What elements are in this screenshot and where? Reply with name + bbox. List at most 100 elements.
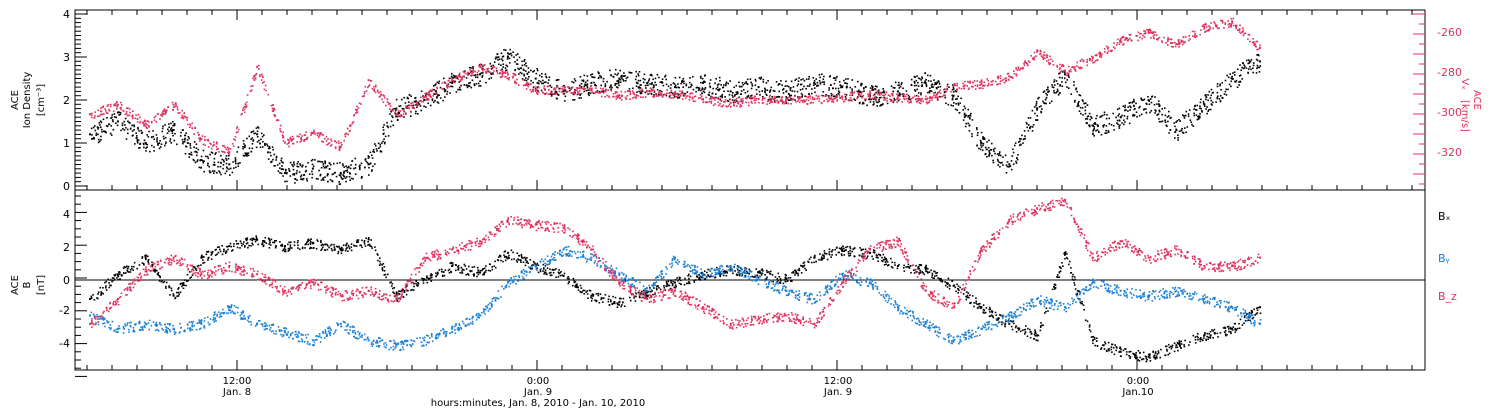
velocity-point — [225, 148, 228, 151]
velocity-point — [1256, 48, 1258, 51]
bx-point — [869, 251, 871, 254]
velocity-point — [296, 141, 298, 143]
velocity-point — [1027, 60, 1030, 62]
density-point — [350, 164, 352, 166]
density-point — [182, 129, 184, 131]
velocity-point — [310, 132, 313, 135]
density-point — [610, 84, 612, 86]
density-point — [219, 165, 222, 168]
density-point — [1195, 109, 1198, 111]
density-point — [403, 96, 405, 99]
density-point — [110, 134, 113, 136]
bx-point — [169, 294, 171, 296]
bx-point — [129, 268, 132, 271]
density-point — [952, 86, 955, 89]
density-point — [555, 91, 558, 93]
density-point — [1136, 116, 1138, 118]
density-point — [262, 140, 264, 143]
bx-point — [368, 243, 371, 246]
velocity-point — [144, 120, 147, 122]
velocity-point — [650, 88, 653, 91]
velocity-point — [349, 129, 351, 132]
density-point — [1150, 110, 1153, 112]
density-point — [136, 140, 139, 143]
velocity-point — [952, 84, 955, 87]
bx-point — [461, 270, 463, 272]
bx-point — [431, 274, 433, 276]
density-point — [957, 102, 959, 105]
density-point — [293, 173, 296, 175]
bx-point — [144, 256, 147, 259]
density-point — [375, 148, 378, 150]
velocity-point — [624, 91, 627, 93]
density-point — [1092, 133, 1094, 135]
density-point — [630, 72, 633, 74]
density-point — [683, 80, 685, 83]
density-point — [475, 76, 477, 78]
density-point — [234, 158, 237, 161]
density-point — [797, 80, 800, 82]
velocity-point — [1059, 63, 1061, 66]
density-point — [1064, 77, 1066, 80]
density-point — [1123, 123, 1125, 126]
velocity-point — [616, 91, 618, 94]
bx-point — [141, 262, 144, 264]
bx-point — [236, 246, 239, 249]
density-point — [1248, 60, 1251, 63]
density-point — [600, 76, 603, 79]
density-point — [1133, 105, 1135, 108]
density-point — [259, 146, 262, 149]
density-point — [444, 89, 447, 91]
velocity-point — [747, 101, 750, 104]
velocity-point — [375, 84, 377, 87]
velocity-point — [926, 98, 928, 101]
density-point — [342, 174, 344, 176]
bx-point — [377, 254, 379, 256]
density-point — [504, 49, 507, 51]
density-point — [354, 173, 357, 175]
velocity-point — [579, 86, 581, 88]
velocity-point — [742, 100, 744, 102]
velocity-point — [1048, 62, 1050, 64]
density-point — [359, 168, 361, 171]
velocity-point — [245, 104, 247, 106]
density-point — [745, 81, 747, 83]
bx-point — [443, 274, 446, 277]
density-point — [733, 86, 735, 89]
density-point — [921, 81, 923, 84]
velocity-point — [369, 80, 372, 82]
velocity-point — [1223, 27, 1225, 29]
velocity-point — [978, 87, 981, 89]
density-point — [538, 82, 540, 85]
velocity-point — [157, 113, 159, 115]
density-point — [490, 68, 493, 70]
density-point — [1009, 165, 1012, 167]
velocity-point — [912, 96, 914, 99]
density-point — [1127, 110, 1129, 112]
bx-point — [270, 238, 273, 241]
density-point — [443, 89, 446, 92]
density-point — [451, 81, 454, 84]
velocity-point — [389, 105, 392, 107]
density-point — [917, 92, 920, 94]
density-point — [985, 153, 987, 155]
bx-point — [195, 269, 198, 271]
density-point — [615, 86, 618, 88]
density-point — [725, 82, 727, 85]
density-point — [110, 125, 112, 127]
density-point — [1093, 126, 1096, 128]
bx-point — [503, 254, 505, 256]
velocity-point — [608, 96, 611, 99]
density-point — [606, 80, 608, 83]
density-point — [989, 149, 992, 151]
density-point — [315, 177, 318, 180]
velocity-point — [1222, 21, 1224, 24]
density-point — [410, 115, 412, 117]
bx-point — [193, 266, 196, 268]
density-point — [234, 157, 237, 159]
bx-point — [534, 263, 536, 265]
density-point — [902, 93, 904, 95]
density-point — [673, 83, 676, 85]
density-point — [976, 134, 979, 137]
velocity-point — [172, 103, 175, 106]
